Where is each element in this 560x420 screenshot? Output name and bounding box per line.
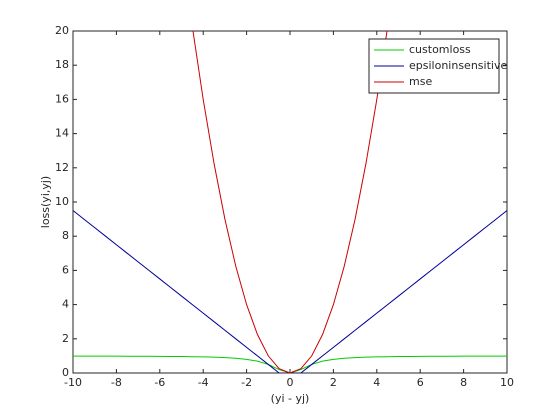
x-tick-label: 0 [287,376,294,389]
y-tick-label: 20 [55,24,69,37]
series-line [73,210,507,373]
x-tick-label: -4 [198,376,209,389]
y-tick-label: 6 [62,263,69,276]
y-tick-label: 8 [62,229,69,242]
x-tick-label: 8 [460,376,467,389]
y-tick-label: 14 [55,127,69,140]
x-tick-label: 10 [500,376,514,389]
plot-lines [73,31,507,373]
x-tick-label: -2 [241,376,252,389]
series-line [73,355,507,373]
y-tick-label: 12 [55,161,69,174]
x-axis-label: (yi - yj) [271,392,310,405]
x-tick-label: 6 [417,376,424,389]
legend-label: customloss [409,43,471,56]
series-line [192,31,388,373]
x-tick-label: -8 [111,376,122,389]
y-tick-label: 16 [55,92,69,105]
y-tick-label: 2 [62,332,69,345]
legend-label: mse [409,75,432,88]
y-tick-label: 4 [62,298,69,311]
x-tick-label: 2 [330,376,337,389]
x-tick-label: -6 [154,376,165,389]
y-tick-label: 0 [62,366,69,379]
y-tick-label: 18 [55,58,69,71]
x-tick-label: 4 [373,376,380,389]
legend-label: epsiloninsensitive [409,59,507,72]
y-axis-label: loss(yi,yj) [39,176,52,228]
y-tick-label: 10 [55,195,69,208]
x-tick-label: -10 [64,376,82,389]
